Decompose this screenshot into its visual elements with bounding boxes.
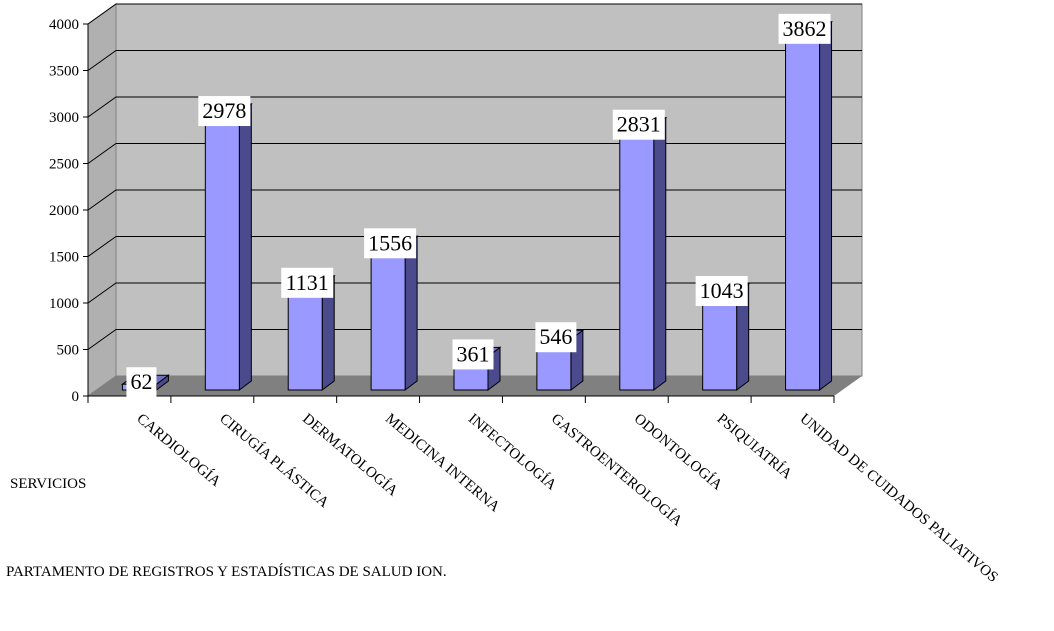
data-label: 1556 <box>364 228 417 259</box>
y-tick-label: 0 <box>72 389 80 405</box>
bar-side <box>238 103 252 391</box>
data-label-box <box>778 13 831 44</box>
data-label-text: 546 <box>539 324 572 349</box>
data-label: 1131 <box>281 267 334 298</box>
gridlines <box>87 3 862 350</box>
data-label: 1043 <box>695 276 748 307</box>
bar-front <box>702 292 738 391</box>
y-tick-label: 4000 <box>49 17 79 33</box>
data-label-box <box>452 339 494 370</box>
gridline <box>87 189 862 211</box>
y-tick-label: 2000 <box>49 203 79 219</box>
gridline <box>87 329 862 350</box>
y-tick-label: 1000 <box>49 296 79 312</box>
y-tick-label: 3000 <box>49 110 79 126</box>
data-label-text: 62 <box>130 369 152 394</box>
category-label: GASTROENTEROLOGÍA <box>548 410 686 530</box>
bar-front <box>619 126 655 391</box>
data-label: 2978 <box>198 96 251 127</box>
category-label: CARDIOLOGÍA <box>133 410 224 490</box>
y-tick-label: 1500 <box>49 250 79 266</box>
gridline <box>87 282 862 304</box>
data-label-box <box>198 96 251 127</box>
data-label-box <box>126 367 157 398</box>
data-label-text: 1043 <box>700 278 744 303</box>
gridline <box>87 236 862 257</box>
gridline <box>87 3 862 25</box>
gridline <box>87 50 862 71</box>
bar <box>784 20 834 391</box>
data-label: 361 <box>452 339 494 370</box>
bar <box>369 235 419 391</box>
gridline <box>87 96 862 118</box>
y-axis: 0 500 1000 1500 2000 2500 3000 3500 4000 <box>49 17 89 405</box>
data-label-text: 2978 <box>202 98 246 123</box>
category-label: ODONTOLOGÍA <box>631 410 726 494</box>
data-label-box <box>695 276 748 307</box>
gridline <box>87 143 862 164</box>
y-tick-label: 500 <box>57 343 80 359</box>
data-label: 3862 <box>778 13 831 44</box>
bar-front <box>287 284 323 391</box>
data-label-box <box>281 267 334 298</box>
data-label-text: 361 <box>457 341 490 366</box>
bar-front <box>370 244 406 391</box>
y-tick-label: 3500 <box>49 64 79 80</box>
data-label-text: 1556 <box>368 230 412 255</box>
category-label: PSIQUIATRÍA <box>714 410 796 483</box>
bar-side <box>819 20 833 391</box>
data-labels: 62 2978 1131 1556 361 546 2831 1043 3862 <box>126 13 831 398</box>
data-label-box <box>612 109 665 140</box>
bar <box>618 116 668 391</box>
x-axis-title: SERVICIOS <box>10 476 87 492</box>
bar-side <box>404 235 418 391</box>
data-label: 62 <box>126 367 157 398</box>
bar <box>203 103 253 391</box>
data-label-text: 1131 <box>286 270 329 295</box>
x-axis <box>87 395 835 403</box>
bar-side <box>653 116 667 391</box>
bar-front <box>785 30 821 391</box>
y-tick-label: 2500 <box>49 157 79 173</box>
source-note: PARTAMENTO DE REGISTROS Y ESTADÍSTICAS D… <box>6 564 447 580</box>
category-label: INFECTOLOGÍA <box>465 410 560 494</box>
data-label: 546 <box>535 322 577 353</box>
data-label-box <box>535 322 577 353</box>
bar-front <box>204 112 240 391</box>
data-label-box <box>364 228 417 259</box>
data-label-text: 2831 <box>617 112 661 137</box>
category-label: UNIDAD DE CUIDADOS PALIATIVOS <box>797 411 1001 586</box>
data-label: 2831 <box>612 109 665 140</box>
data-label-text: 3862 <box>783 16 827 41</box>
